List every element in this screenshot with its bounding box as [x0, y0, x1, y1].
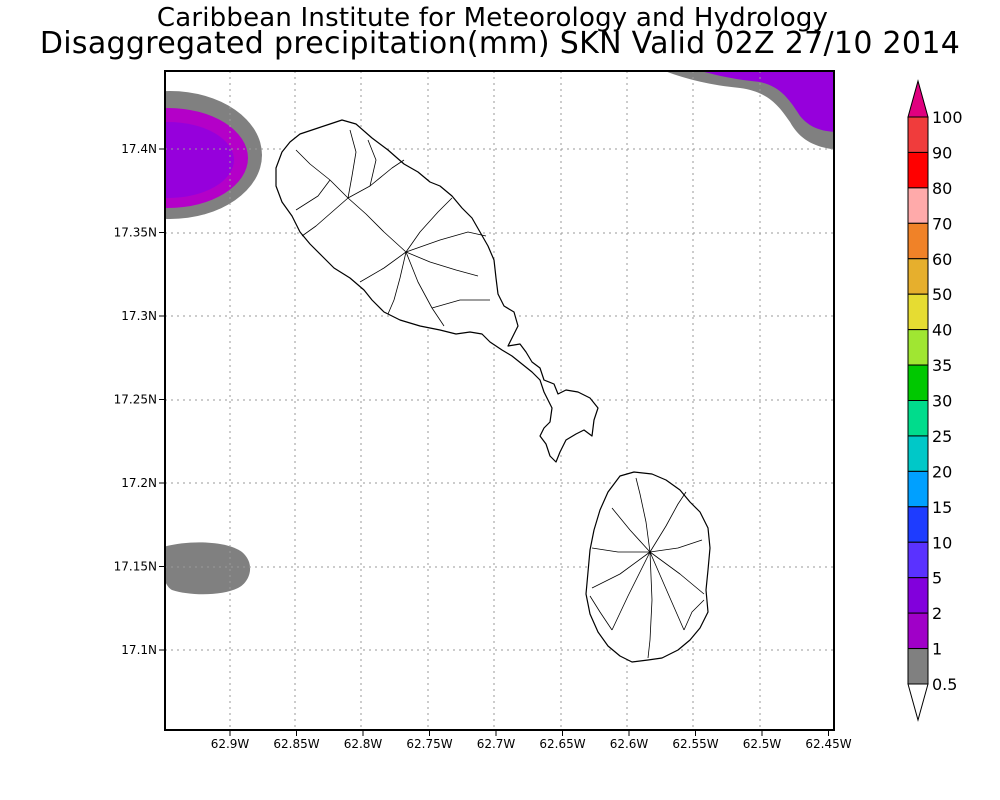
x-tick-label: 62.9W [211, 737, 250, 751]
x-tick-label: 62.6W [610, 737, 649, 751]
x-tick-label: 62.5W [743, 737, 782, 751]
chart-title-line2: Disaggregated precipitation(mm) SKN Vali… [39, 26, 961, 61]
x-tick-label: 62.7W [477, 737, 516, 751]
precip-blob-southwest [165, 542, 251, 595]
y-tick-label: 17.2N [121, 476, 157, 490]
colorbar-label: 50 [932, 285, 952, 304]
colorbar-segment [907, 612, 929, 650]
colorbar-label: 60 [932, 250, 952, 269]
colorbar-segment [907, 364, 929, 401]
colorbar-label: 35 [932, 356, 952, 375]
colorbar-segment [907, 187, 929, 224]
colorbar-label: 1 [932, 640, 942, 659]
x-tick-label: 62.75W [406, 737, 452, 751]
island-nevis [585, 471, 711, 663]
colorbar-label: 100 [932, 108, 963, 127]
colorbar-segment [907, 435, 929, 472]
colorbar-segment [907, 506, 929, 543]
colorbar-label: 2 [932, 604, 942, 623]
precipitation-fields [165, 71, 834, 595]
precip-blob-northeast [664, 71, 834, 150]
colorbar-label: 10 [932, 533, 952, 552]
colorbar-label: 30 [932, 392, 952, 411]
colorbar-segment [907, 151, 929, 189]
colorbar-segment [907, 400, 929, 437]
colorbar-segment [907, 329, 929, 366]
x-tick-label: 62.8W [344, 737, 383, 751]
x-tick-label: 62.65W [539, 737, 585, 751]
x-tick-label: 62.45W [805, 737, 851, 751]
y-tick-label: 17.1N [121, 643, 157, 657]
colorbar-label: 80 [932, 179, 952, 198]
precip-blob-northwest [165, 91, 262, 219]
colorbar-segment [907, 470, 929, 508]
colorbar-label: 70 [932, 214, 952, 233]
y-tick-label: 17.35N [114, 226, 157, 240]
chart-title-line1: Caribbean Institute for Meteorology and … [156, 3, 829, 33]
colorbar-arrow-bottom [907, 683, 929, 722]
y-tick-label: 17.25N [114, 393, 157, 407]
y-axis: 17.4N 17.35N 17.3N 17.25N 17.2N 17.15N 17.1N [114, 142, 165, 657]
x-axis: 62.9W 62.85W 62.8W 62.75W 62.7W 62.65W 62.6W 62… [211, 730, 852, 751]
colorbar-arrow-top [907, 79, 929, 118]
colorbar-legend: 100 90 80 70 60 50 40 35 30 25 20 15 10 5 2 1 0.5 [907, 79, 963, 722]
colorbar-segment [907, 116, 929, 153]
colorbar-segment [907, 222, 929, 260]
x-tick-label: 62.85W [273, 737, 319, 751]
map-plot-area [165, 71, 834, 730]
colorbar-label: 25 [932, 427, 952, 446]
colorbar-segment [907, 541, 929, 579]
y-tick-label: 17.4N [121, 142, 157, 156]
colorbar-segment [907, 293, 929, 331]
colorbar-label: 15 [932, 498, 952, 517]
colorbar-label: 0.5 [932, 675, 957, 694]
colorbar-label: 90 [932, 143, 952, 162]
colorbar-segment [907, 648, 929, 685]
island-st-kitts [275, 119, 599, 463]
colorbar-label: 5 [932, 569, 942, 588]
colorbar-label: 20 [932, 462, 952, 481]
y-tick-label: 17.3N [121, 309, 157, 323]
y-tick-label: 17.15N [114, 560, 157, 574]
colorbar-segment [907, 577, 929, 614]
colorbar-segment [907, 258, 929, 295]
x-tick-label: 62.55W [672, 737, 718, 751]
map-frame [164, 70, 835, 731]
colorbar-label: 40 [932, 321, 952, 340]
